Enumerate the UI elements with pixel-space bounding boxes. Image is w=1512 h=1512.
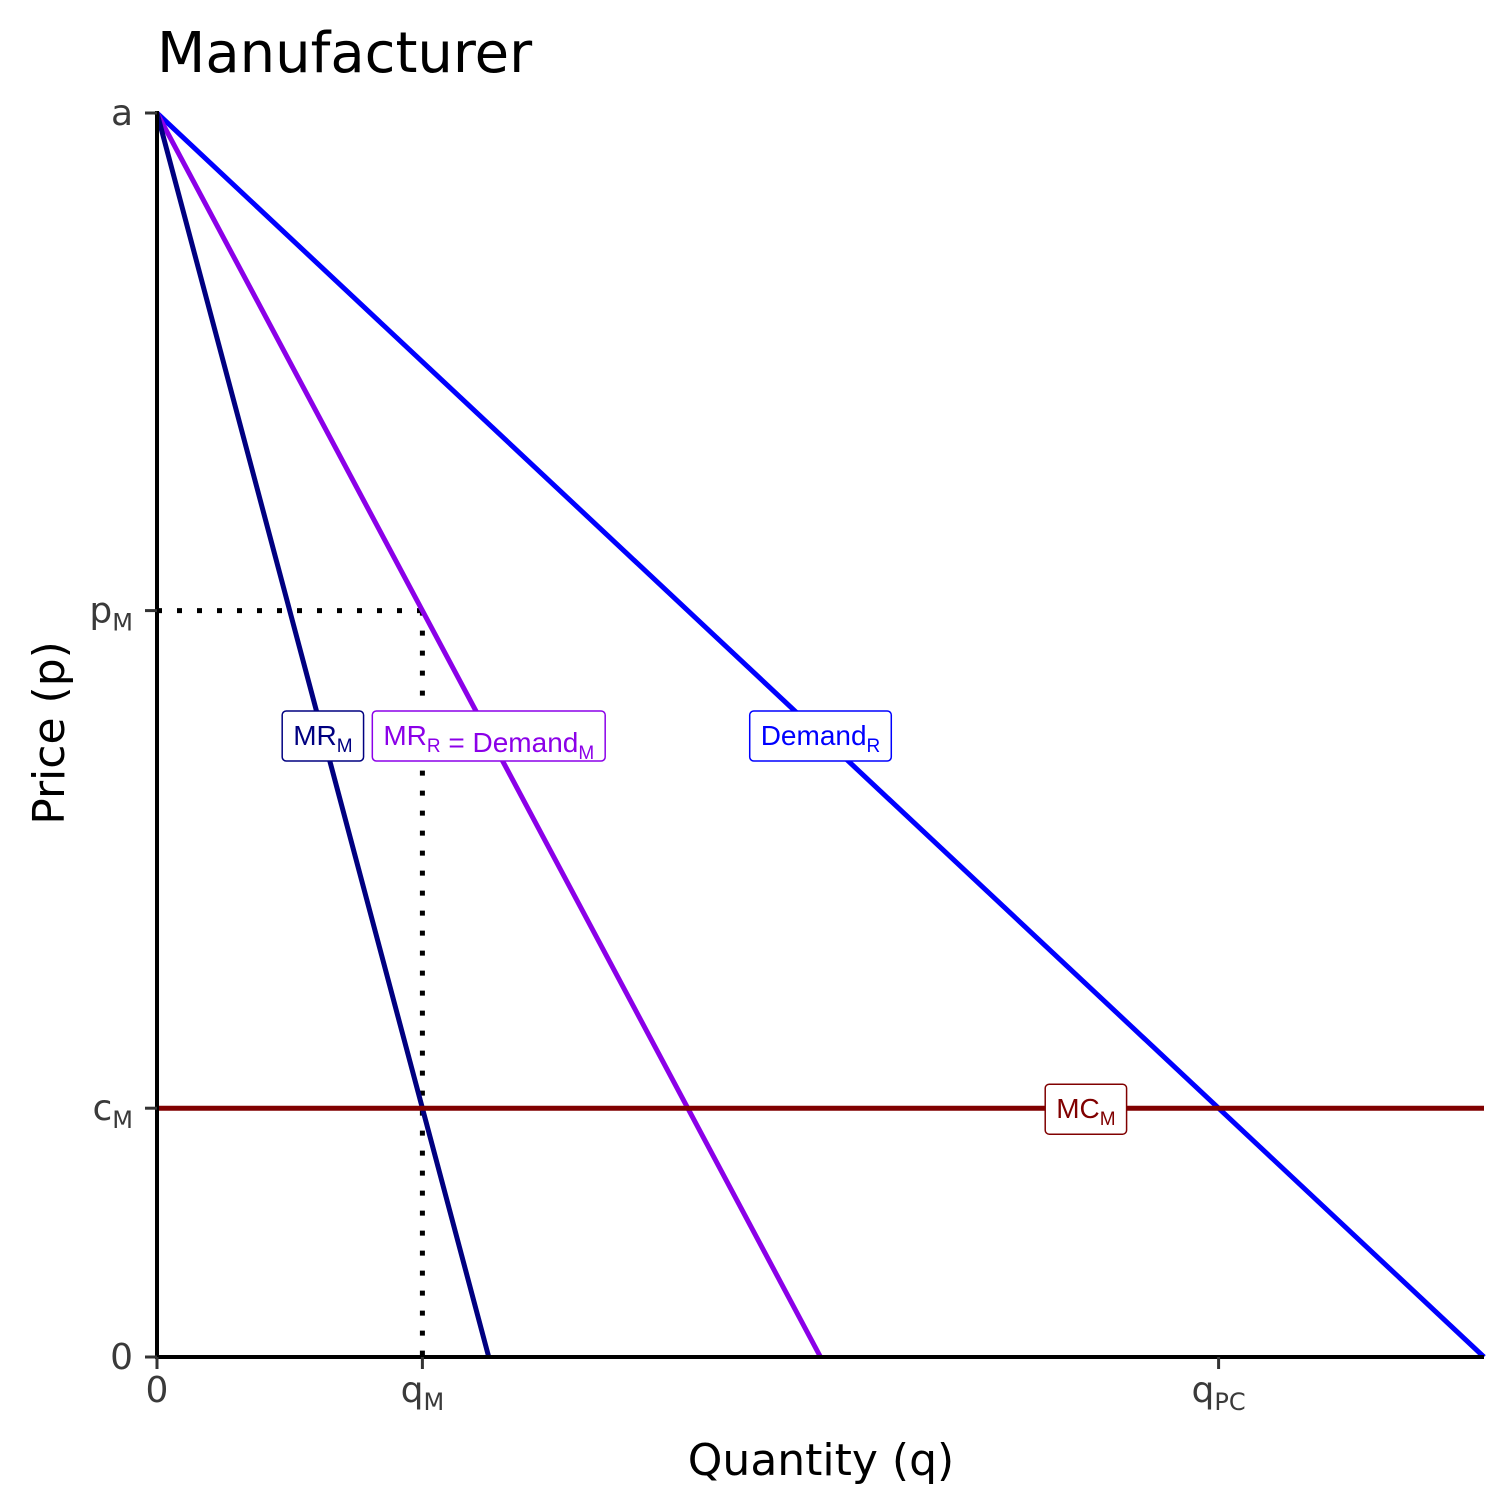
y-tick-label-2: pM <box>89 591 133 637</box>
curve-label-3: MCM <box>1044 1083 1128 1135</box>
axes <box>155 111 1484 1359</box>
svg-text:DemandR: DemandR <box>761 720 881 757</box>
y-axis-title: Price (p) <box>24 641 75 825</box>
curve-labels: DemandR MRR = DemandM MRM MCM <box>281 710 1128 1135</box>
svg-text:MRR = DemandM: MRR = DemandM <box>383 720 594 764</box>
x-axis-title: Quantity (q) <box>688 1435 954 1486</box>
curve-label-1: MRR = DemandM <box>371 710 606 764</box>
curve-label-0: DemandR <box>748 710 893 762</box>
chart-title: Manufacturer <box>157 21 533 86</box>
y-tick-label-3: a <box>111 93 133 134</box>
curve-label-2: MRM <box>281 710 365 762</box>
svg-text:MCM: MCM <box>1056 1093 1115 1130</box>
tick-labels: 0 qM qPC 0 cM pM a <box>89 93 1245 1416</box>
x-tick-label-1: qM <box>401 1370 445 1416</box>
x-tick-label-2: qPC <box>1192 1370 1246 1416</box>
y-tick-label-1: cM <box>92 1088 133 1134</box>
svg-text:MRM: MRM <box>293 720 352 757</box>
x-tick-label-0: 0 <box>146 1370 169 1411</box>
y-tick-label-0: 0 <box>110 1337 133 1378</box>
